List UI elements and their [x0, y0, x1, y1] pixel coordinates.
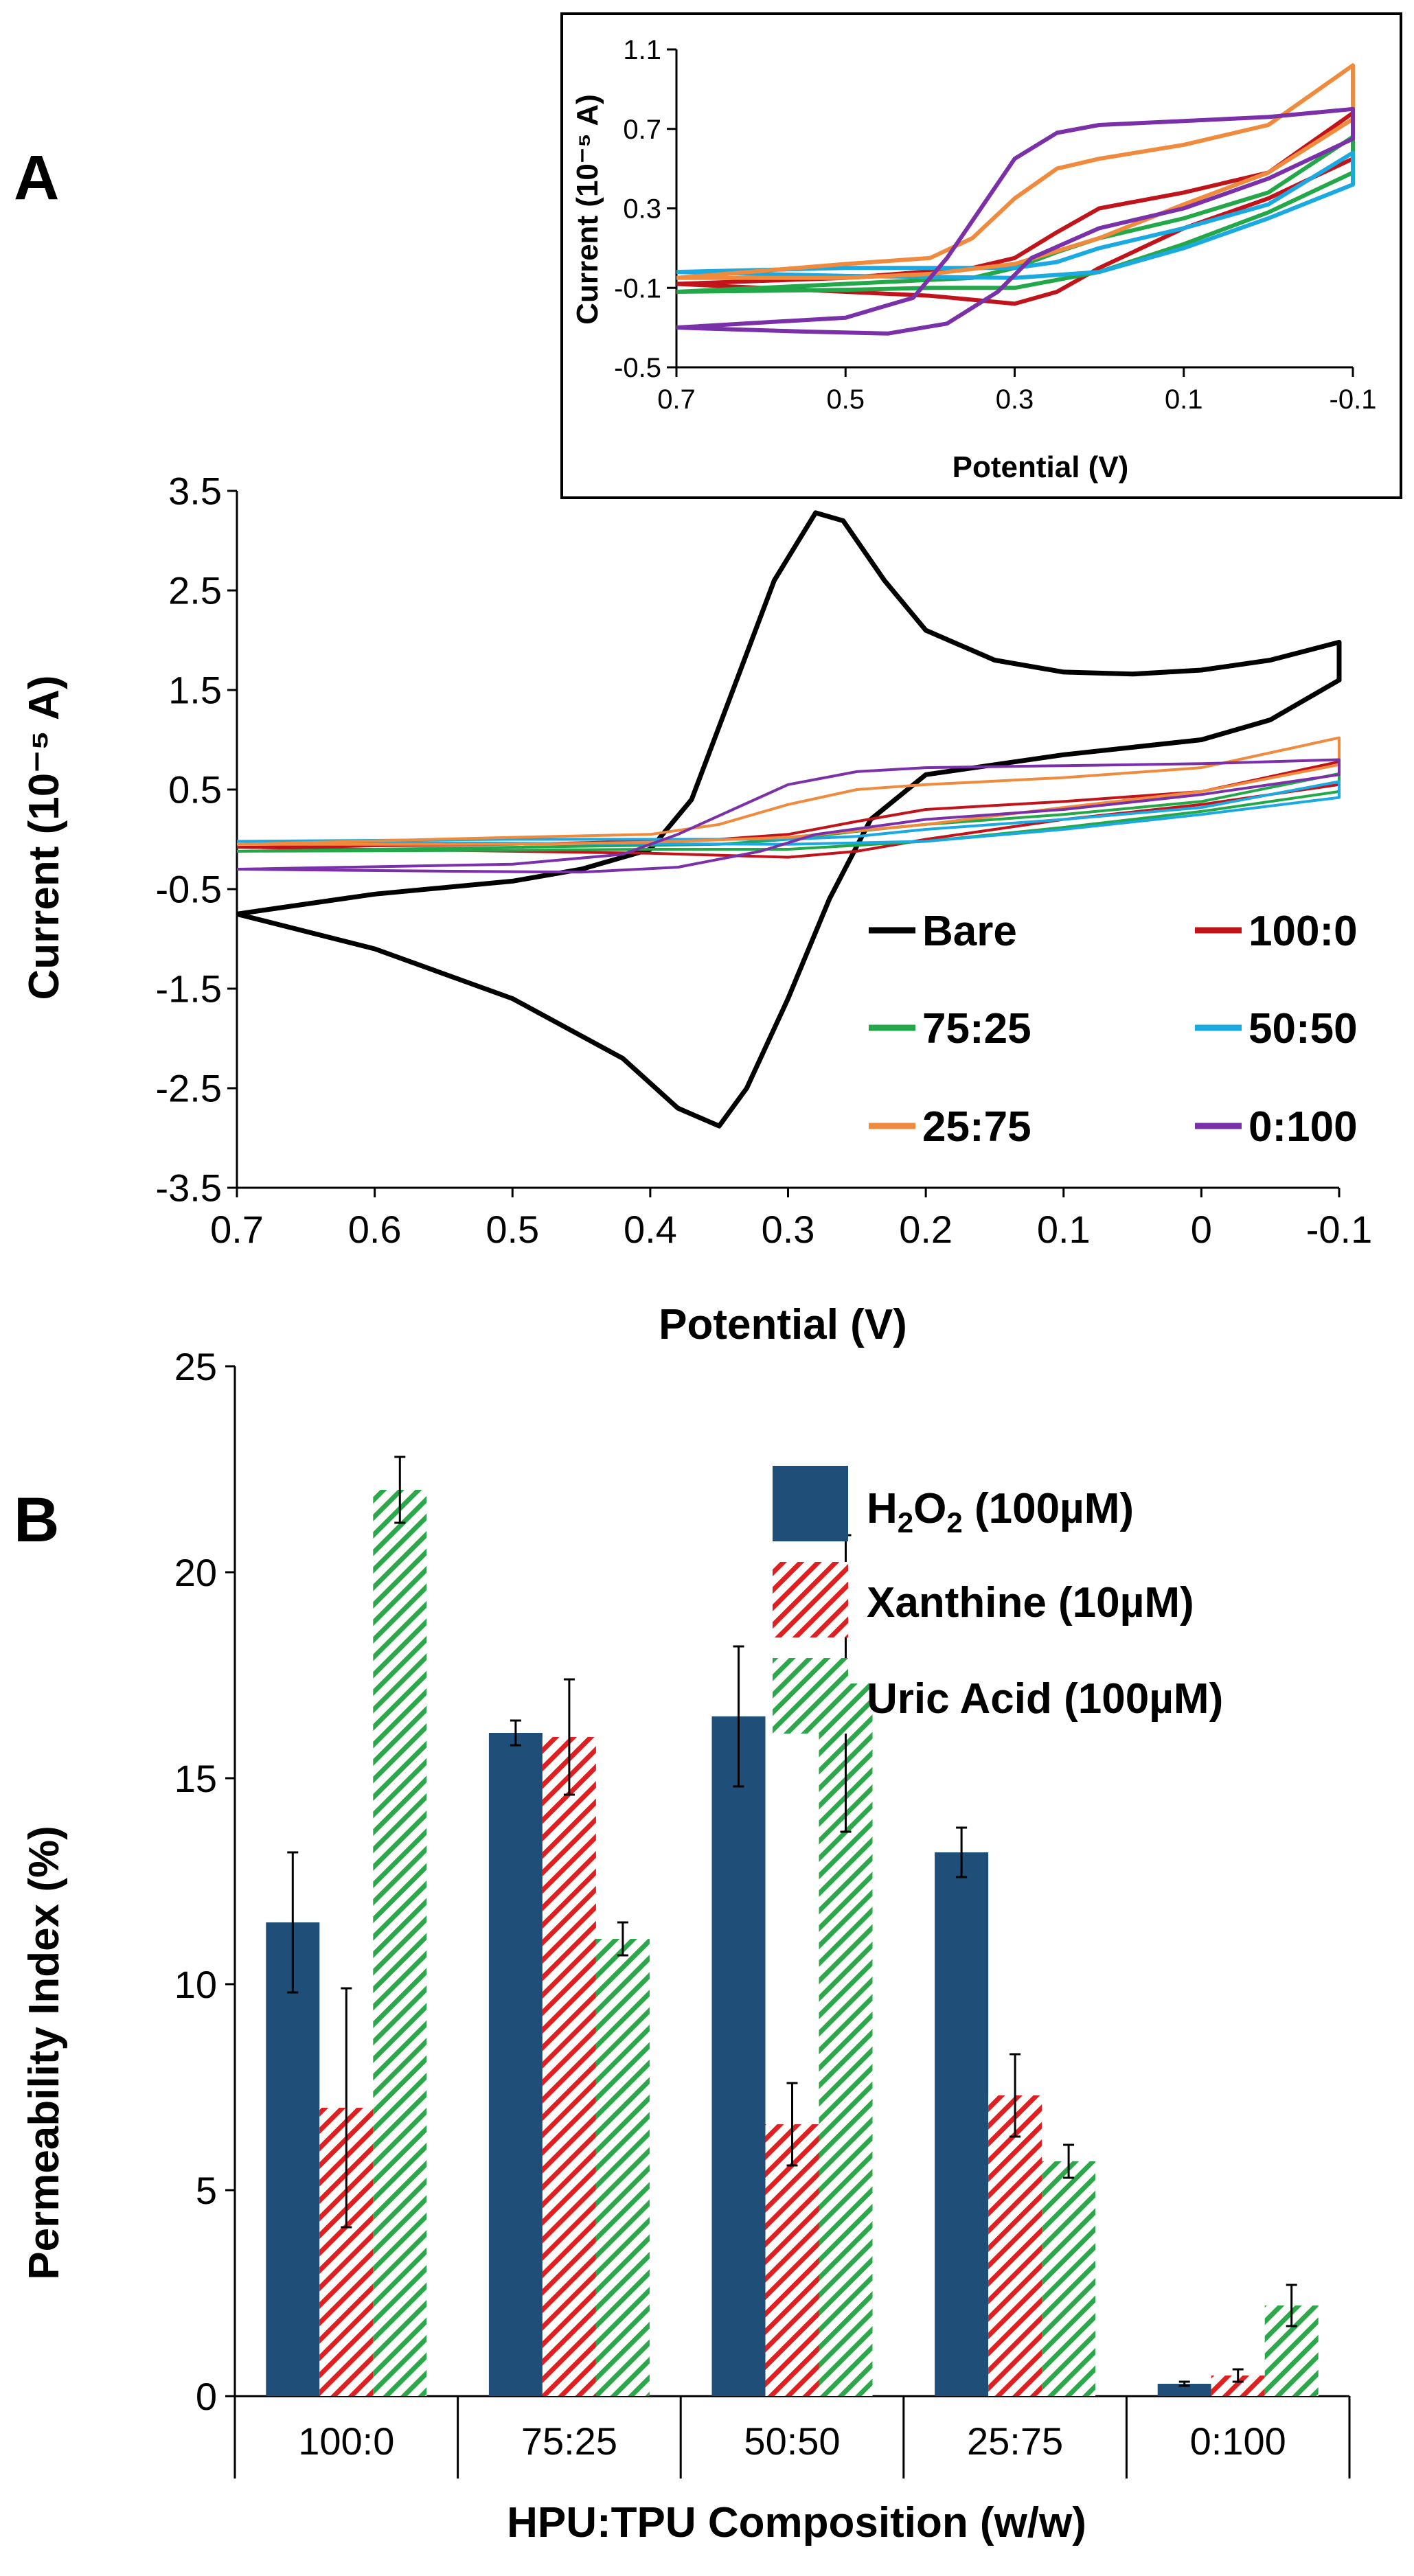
cv-main-x-axis-label: Potential (V) — [659, 1301, 907, 1348]
panel-label-b: B — [14, 1485, 59, 1555]
h2o2-sub2: 2 — [946, 1506, 962, 1539]
cv-curve-25-75 — [676, 63, 1355, 280]
y-tick-label: 3.5 — [168, 470, 222, 513]
x-tick-label: 0.7 — [210, 1208, 264, 1251]
bar-y-tick-label: 15 — [174, 1757, 217, 1800]
legend-label-h2o2: H2O2 (100µM) — [867, 1485, 1134, 1539]
y-tick-label: 0.7 — [623, 115, 661, 145]
cv-main-y-tick-labels: 3.5 2.5 1.5 0.5 -0.5 -1.5 -2.5 -3.5 — [156, 470, 223, 1210]
permeability-bar-chart: 0 5 10 15 20 25 100:0 75:25 50:50 25:75 0:100 HPU… — [21, 1345, 1351, 2546]
bar-y-tick-label: 25 — [174, 1345, 217, 1388]
cv-curve-0-100 — [676, 106, 1355, 336]
legend-swatch-h2o2 — [773, 1466, 848, 1541]
category-label: 50:50 — [744, 2419, 840, 2463]
bar-h2o2-75-25 — [488, 1733, 543, 2396]
x-tick-label: 0.1 — [1037, 1208, 1091, 1251]
x-tick-label: 0.1 — [1165, 384, 1203, 415]
x-tick-label: 0 — [1191, 1208, 1212, 1251]
legend-label-25-75: 25:75 — [922, 1103, 1031, 1151]
bar-h2o2-50-50 — [711, 1716, 766, 2396]
cv-curve-25-75 — [236, 736, 1341, 846]
legend-label-xanthine: Xanthine (10µM) — [867, 1579, 1194, 1626]
bar-series — [266, 1456, 1319, 2396]
y-tick-label: -0.5 — [614, 353, 661, 383]
bar-y-tick-label: 5 — [196, 2169, 217, 2212]
bar-y-axis-label: Permeability Index (%) — [21, 1826, 68, 2280]
bar-uric-acid-100-0 — [373, 1490, 427, 2396]
cv-inset-axes — [667, 48, 1354, 377]
bar-x-axis-label: HPU:TPU Composition (w/w) — [507, 2499, 1086, 2546]
y-tick-label: -1.5 — [156, 967, 223, 1011]
legend-label-Bare: Bare — [922, 908, 1017, 955]
y-tick-label: -0.1 — [614, 273, 661, 303]
x-tick-label: -0.1 — [1306, 1208, 1373, 1251]
bar-h2o2-0-100 — [1157, 2384, 1211, 2396]
cv-main-axes — [227, 490, 1341, 1197]
bar-category-labels: 100:0 75:25 50:50 25:75 0:100 — [298, 2419, 1286, 2463]
cv-main-x-tick-labels: 0.7 0.6 0.5 0.4 0.3 0.2 0.1 0 -0.1 — [210, 1208, 1372, 1251]
cv-main-legend: Bare 100:0 75:25 50:50 25:75 0:100 — [869, 908, 1358, 1151]
panel-label-a: A — [14, 143, 59, 213]
cv-inset-frame — [560, 12, 1402, 499]
cv-main-series — [236, 510, 1342, 1129]
x-tick-label: 0.3 — [996, 384, 1034, 415]
bar-uric-acid-75-25 — [595, 1939, 650, 2396]
cv-main-y-axis-label: Current (10⁻⁵ A) — [21, 676, 68, 1000]
legend-swatch-xanthine — [773, 1562, 848, 1637]
bar-h2o2-100-0 — [266, 1922, 320, 2396]
cv-curve-Bare — [236, 510, 1342, 1129]
x-tick-label: 0.4 — [624, 1208, 677, 1251]
cv-inset-chart: 0.7 0.5 0.3 0.1 -0.1 1.1 0.7 0.3 -0.1 -0.5 Poten… — [560, 12, 1402, 499]
y-tick-label: 0.5 — [168, 768, 222, 812]
x-tick-label: 0.5 — [486, 1208, 539, 1251]
bar-xanthine-25-75 — [988, 2095, 1042, 2396]
y-tick-label: 0.3 — [623, 194, 661, 225]
h2o2-sub1: 2 — [898, 1506, 913, 1539]
bar-xanthine-50-50 — [765, 2124, 819, 2396]
bar-legend: H2O2 (100µM) Xanthine (10µM) Uric Acid (… — [773, 1466, 1223, 1734]
legend-label-100-0: 100:0 — [1248, 908, 1358, 955]
x-tick-label: 0.3 — [762, 1208, 815, 1251]
h2o2-h: H — [867, 1485, 898, 1532]
cv-inset-x-tick-labels: 0.7 0.5 0.3 0.1 -0.1 — [657, 384, 1376, 415]
bar-y-tick-label: 10 — [174, 1963, 217, 2006]
y-tick-label: 1.5 — [168, 669, 222, 712]
x-tick-label: 0.7 — [657, 384, 696, 415]
legend-label-75-25: 75:25 — [922, 1005, 1031, 1053]
category-label: 100:0 — [298, 2419, 394, 2463]
y-tick-label: -3.5 — [156, 1166, 223, 1210]
cv-inset-x-axis-label: Potential (V) — [953, 450, 1129, 484]
x-tick-label: 0.6 — [348, 1208, 402, 1251]
y-tick-label: 1.1 — [623, 35, 661, 65]
bar-h2o2-25-75 — [935, 1852, 989, 2396]
category-label: 0:100 — [1190, 2419, 1286, 2463]
legend-swatch-uric — [773, 1658, 848, 1734]
category-label: 25:75 — [967, 2419, 1063, 2463]
bar-xanthine-75-25 — [542, 1737, 596, 2396]
y-tick-label: 2.5 — [168, 569, 222, 612]
legend-label-50-50: 50:50 — [1248, 1005, 1358, 1053]
h2o2-rest: (100µM) — [963, 1485, 1134, 1532]
bar-y-tick-labels: 0 5 10 15 20 25 — [174, 1345, 217, 2418]
y-tick-label: -0.5 — [156, 868, 223, 911]
legend-label-0-100: 0:100 — [1248, 1103, 1358, 1151]
y-tick-label: -2.5 — [156, 1067, 223, 1110]
cv-curve-0-100 — [236, 758, 1341, 874]
x-tick-label: 0.5 — [826, 384, 865, 415]
cv-inset-series — [676, 63, 1355, 336]
category-label: 75:25 — [521, 2419, 617, 2463]
cv-main-chart: 0.7 0.6 0.5 0.4 0.3 0.2 0.1 0 -0.1 3.5 2.5 1.5 0.5 -… — [21, 470, 1372, 1348]
cv-inset-y-axis-label: Current (10⁻⁵ A) — [571, 94, 604, 325]
bar-y-tick-label: 20 — [174, 1551, 217, 1594]
legend-label-uric: Uric Acid (100µM) — [867, 1675, 1223, 1723]
cv-inset-y-tick-labels: 1.1 0.7 0.3 -0.1 -0.5 — [614, 35, 661, 383]
bar-uric-acid-25-75 — [1042, 2161, 1096, 2396]
h2o2-o: O — [913, 1485, 946, 1532]
x-tick-label: -0.1 — [1330, 384, 1377, 415]
x-tick-label: 0.2 — [899, 1208, 953, 1251]
bar-y-tick-label: 0 — [196, 2375, 217, 2418]
